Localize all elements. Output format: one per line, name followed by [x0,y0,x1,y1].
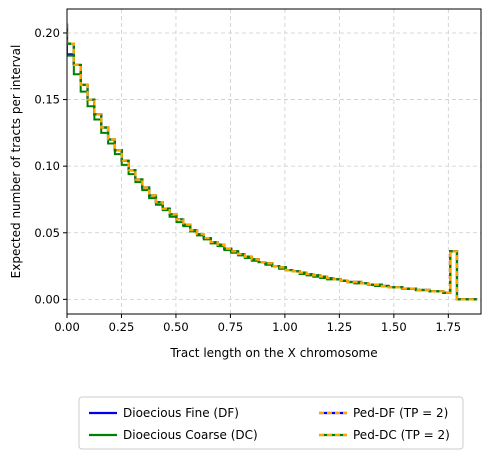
legend-box [78,396,464,450]
y-tick-label: 0.00 [34,292,60,306]
x-tick-label: 1.50 [381,320,407,334]
x-tick-label: 0.75 [218,320,244,334]
legend-label: Ped-DF (TP = 2) [353,406,448,420]
x-tick-label: 1.25 [327,320,353,334]
grid [66,9,481,314]
legend-item-1: Dioecious Fine (DF) [89,406,239,420]
y-tick-label: 0.10 [34,159,60,173]
legend-label: Ped-DC (TP = 2) [353,428,450,442]
series-ped-dc-tp-2-line [67,23,478,301]
series-ped-dc-tp-2-dash [67,23,478,301]
legend-label: Dioecious Coarse (DC) [123,428,258,442]
y-axis-label: Expected number of tracts per interval [9,45,23,279]
plot-frame [66,8,482,315]
x-axis-label: Tract length on the X chromosome [169,346,377,360]
x-axis: 0.00 0.25 0.50 0.75 1.00 1.25 1.50 1.75 [54,314,461,334]
x-tick-label: 0.25 [109,320,135,334]
x-tick-label: 1.75 [436,320,462,334]
y-tick-label: 0.05 [34,226,60,240]
y-axis: 0.00 0.05 0.10 0.15 0.20 [34,26,67,306]
x-tick-label: 0.50 [163,320,189,334]
x-tick-label: 0.00 [54,320,80,334]
legend: Dioecious Fine (DF) Dioecious Coarse (DC)… [78,396,464,450]
y-tick-label: 0.20 [34,26,60,40]
legend-item-4: Ped-DC (TP = 2) [319,428,450,442]
legend-item-3: Ped-DF (TP = 2) [319,406,448,420]
plot-area [67,23,478,301]
x-tick-label: 1.00 [272,320,298,334]
legend-label: Dioecious Fine (DF) [123,406,239,420]
y-tick-label: 0.15 [34,93,60,107]
series-ped-dc-tp-2-base [67,23,478,301]
legend-item-2: Dioecious Coarse (DC) [89,428,258,442]
